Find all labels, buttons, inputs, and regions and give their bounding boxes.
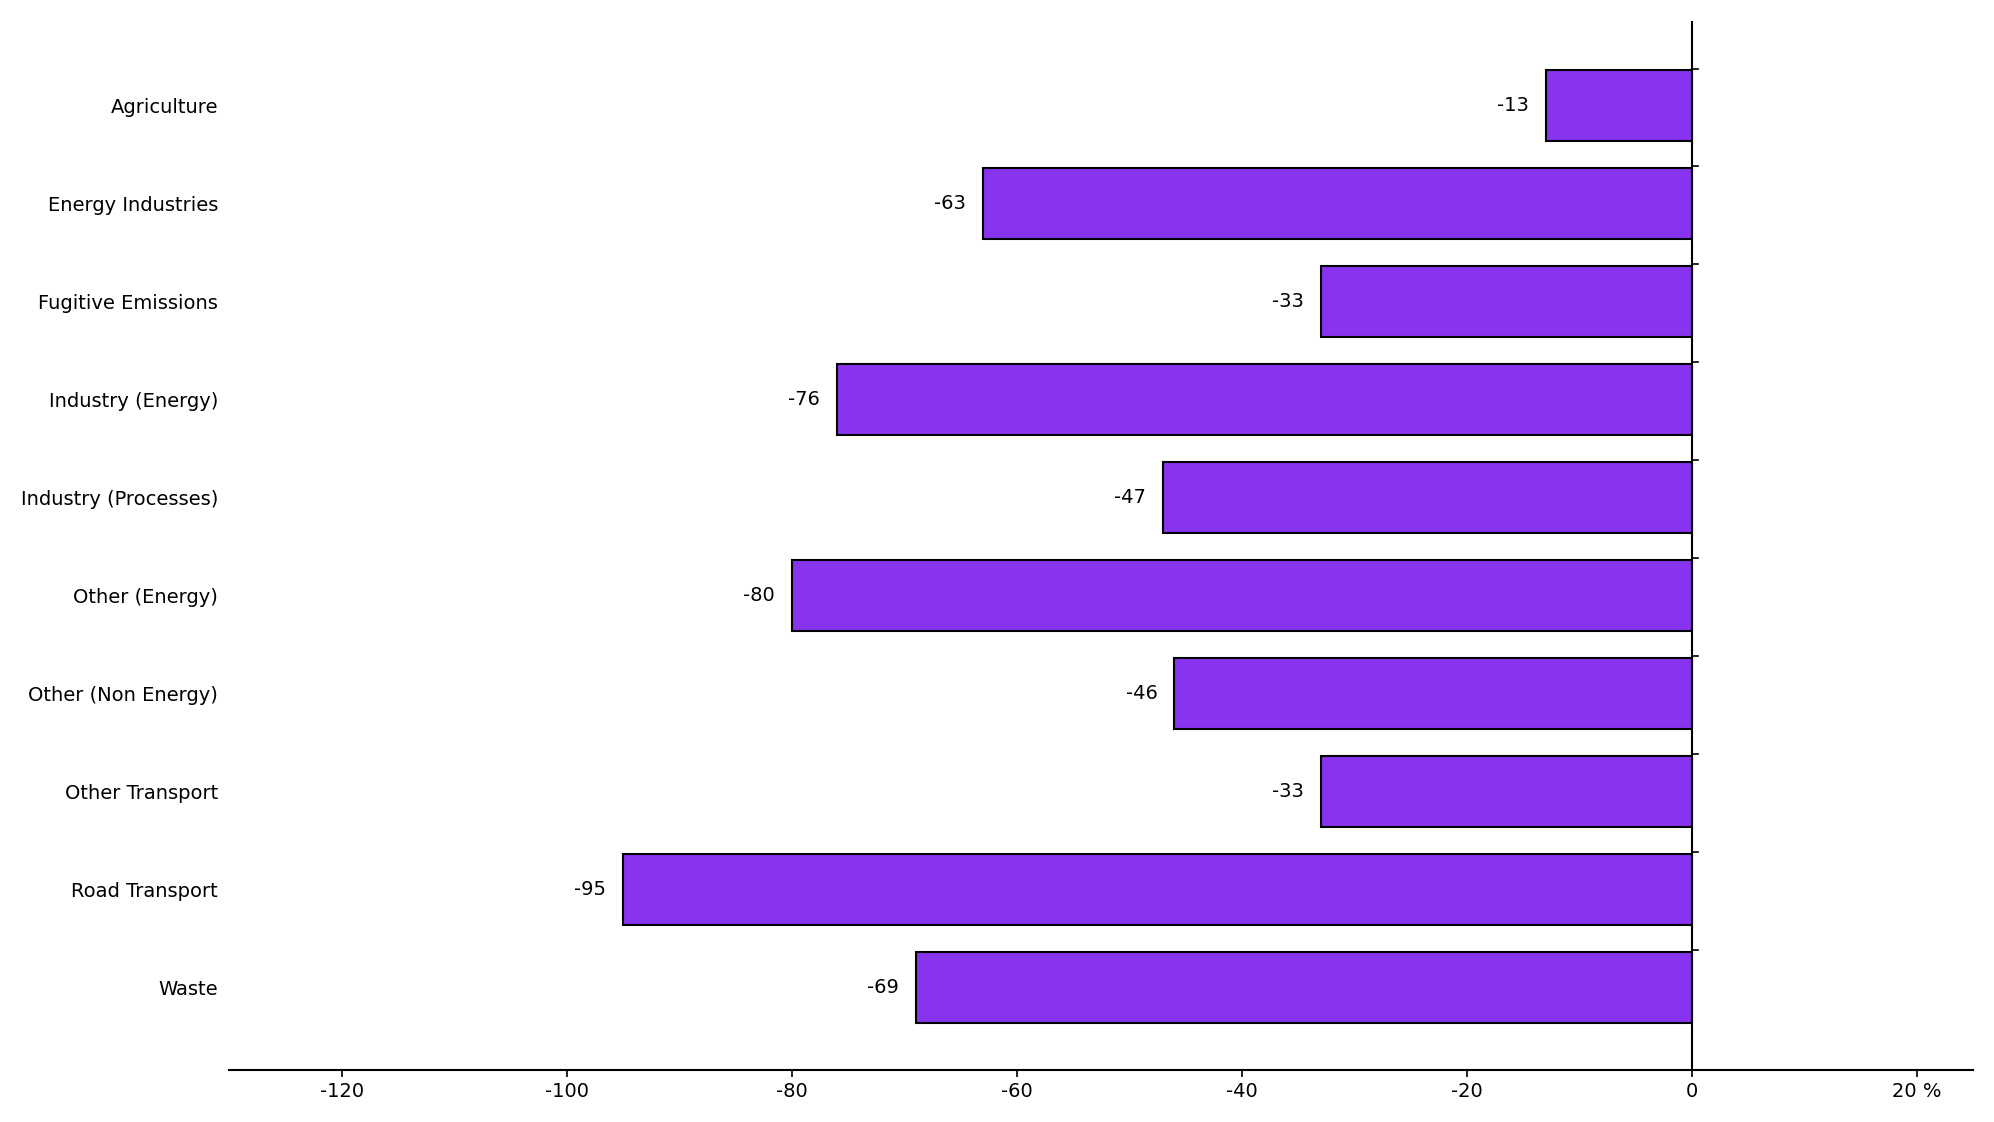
Bar bbox=[1174, 659, 1691, 729]
Bar bbox=[1320, 266, 1691, 337]
Text: -63: -63 bbox=[935, 194, 967, 213]
Text: -76: -76 bbox=[788, 390, 820, 410]
Text: -33: -33 bbox=[1272, 782, 1304, 801]
Text: -80: -80 bbox=[744, 586, 776, 605]
Bar bbox=[622, 854, 1691, 925]
Bar bbox=[1320, 756, 1691, 827]
Bar bbox=[983, 168, 1691, 239]
Text: -33: -33 bbox=[1272, 292, 1304, 311]
Bar bbox=[915, 953, 1691, 1022]
Text: -69: -69 bbox=[867, 978, 899, 996]
Bar bbox=[837, 365, 1691, 435]
Bar bbox=[1163, 462, 1691, 533]
Text: -13: -13 bbox=[1497, 96, 1529, 116]
Text: -46: -46 bbox=[1127, 684, 1157, 703]
Text: -47: -47 bbox=[1115, 488, 1147, 507]
Text: -95: -95 bbox=[574, 880, 606, 899]
Bar bbox=[1545, 71, 1691, 141]
Bar bbox=[792, 560, 1691, 631]
